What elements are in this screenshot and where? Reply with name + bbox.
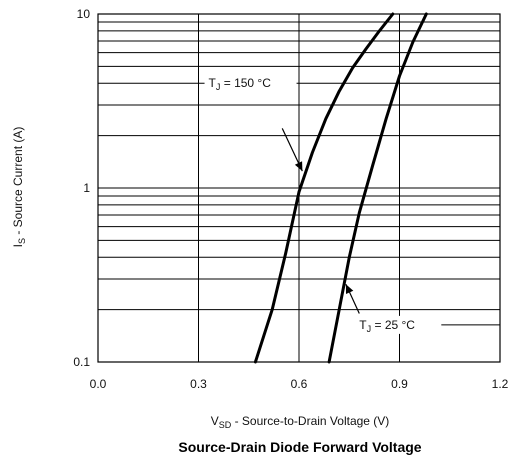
tick-labels: 0.0 0.3 0.6 0.9 1.2 0.1 1 10 xyxy=(73,7,508,391)
x-tick-label: 0.3 xyxy=(190,377,207,391)
annotation-1: TJ = 25 °C xyxy=(345,283,440,334)
annotation-arrowhead xyxy=(294,161,303,172)
y-axis-label: IS - Source Current (A) xyxy=(11,127,27,248)
plot-frame xyxy=(97,13,501,363)
x-tick-label: 0.9 xyxy=(391,377,408,391)
x-tick-label: 0.6 xyxy=(291,377,308,391)
annotation-arrowhead xyxy=(345,284,354,294)
annotation-label: TJ = 150 °C xyxy=(209,76,272,92)
grid xyxy=(97,13,501,363)
y-tick-label: 0.1 xyxy=(73,355,90,369)
annotations: TJ = 150 °C TJ = 25 °C xyxy=(204,74,500,334)
series-line-0 xyxy=(253,12,395,364)
y-tick-label: 1 xyxy=(83,181,90,195)
x-tick-label: 1.2 xyxy=(492,377,509,391)
curves xyxy=(253,12,428,364)
annotation-0: TJ = 150 °C xyxy=(204,74,303,172)
x-tick-label: 0.0 xyxy=(90,377,107,391)
annotation-label: TJ = 25 °C xyxy=(359,318,415,334)
x-axis-label: VSD - Source-to-Drain Voltage (V) xyxy=(211,414,390,430)
chart-title: Source-Drain Diode Forward Voltage xyxy=(178,439,421,455)
annotation-bg xyxy=(204,74,297,93)
y-tick-label: 10 xyxy=(77,7,91,21)
annotation-bg xyxy=(355,315,440,334)
series-line-1 xyxy=(327,12,428,364)
